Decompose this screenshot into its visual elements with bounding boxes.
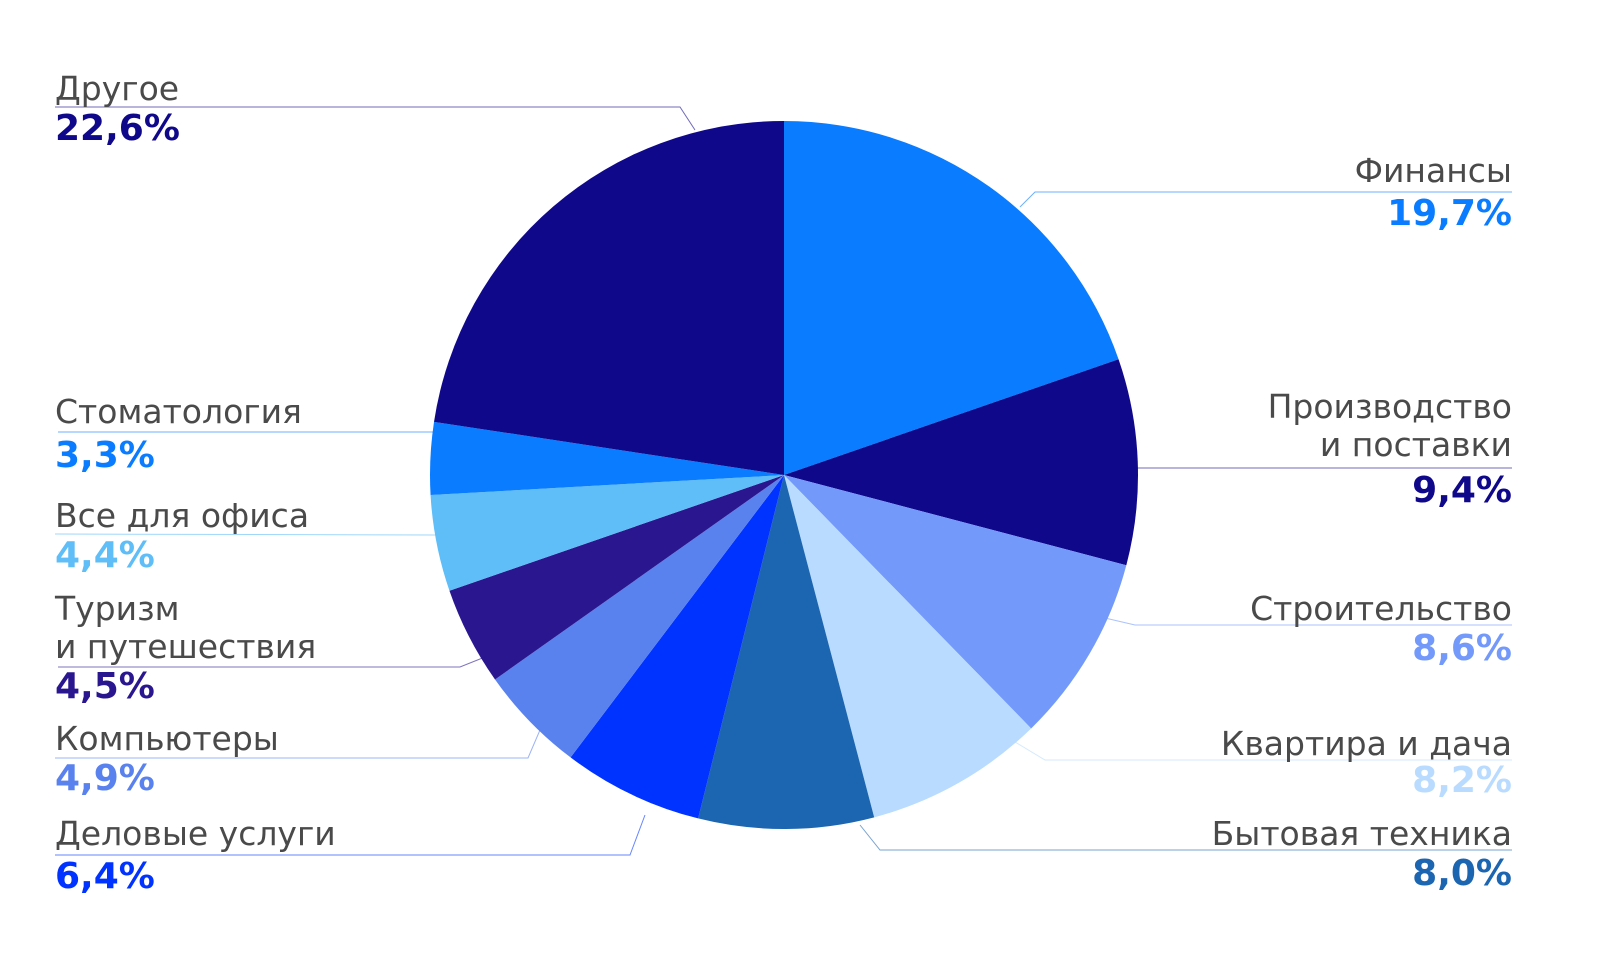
leader-line	[55, 814, 646, 856]
value-label: 3,3%	[55, 435, 155, 476]
leader-line	[859, 824, 1512, 851]
pie-slice	[495, 475, 784, 758]
value-label: 4,9%	[55, 758, 155, 799]
pie-slice	[784, 359, 1138, 566]
value-label: 8,2%	[1412, 760, 1512, 801]
category-label: Квартира и дача	[1220, 724, 1512, 763]
value-label: 8,6%	[1412, 628, 1512, 669]
category-label: Все для офиса	[55, 496, 310, 535]
pie-slice	[449, 475, 784, 680]
value-label: 22,6%	[55, 108, 180, 149]
category-label: Строительство	[1250, 589, 1512, 628]
pie-slice	[784, 475, 1127, 729]
pie-slice	[434, 121, 784, 475]
category-label: Бытовая техника	[1211, 814, 1512, 853]
category-label: Туризм и путешествия	[55, 589, 317, 666]
pie-slice	[430, 475, 784, 591]
leader-line	[54, 533, 438, 536]
leader-line	[55, 106, 696, 131]
category-label: Финансы	[1354, 151, 1512, 190]
leader-line	[1104, 617, 1512, 626]
pie-slice	[698, 475, 875, 829]
leader-line	[1019, 191, 1512, 208]
value-label: 6,4%	[55, 856, 155, 897]
value-label: 8,0%	[1412, 853, 1512, 894]
category-label: Производство и поставки	[1267, 387, 1512, 464]
leader-line	[1014, 741, 1512, 761]
category-label: Деловые услуги	[55, 814, 336, 853]
value-label: 4,5%	[55, 666, 155, 707]
pie-slice	[430, 421, 784, 496]
category-label: Компьютеры	[55, 719, 279, 758]
value-label: 19,7%	[1387, 193, 1512, 234]
value-label: 9,4%	[1412, 470, 1512, 511]
category-label: Другое	[55, 69, 180, 108]
value-label: 4,4%	[55, 535, 155, 576]
pie-slice	[570, 475, 784, 819]
leader-line	[58, 654, 491, 668]
pie-slice	[784, 121, 1119, 475]
category-label: Стоматология	[55, 392, 302, 431]
pie-slice	[784, 475, 1032, 818]
leader-line	[55, 729, 541, 759]
